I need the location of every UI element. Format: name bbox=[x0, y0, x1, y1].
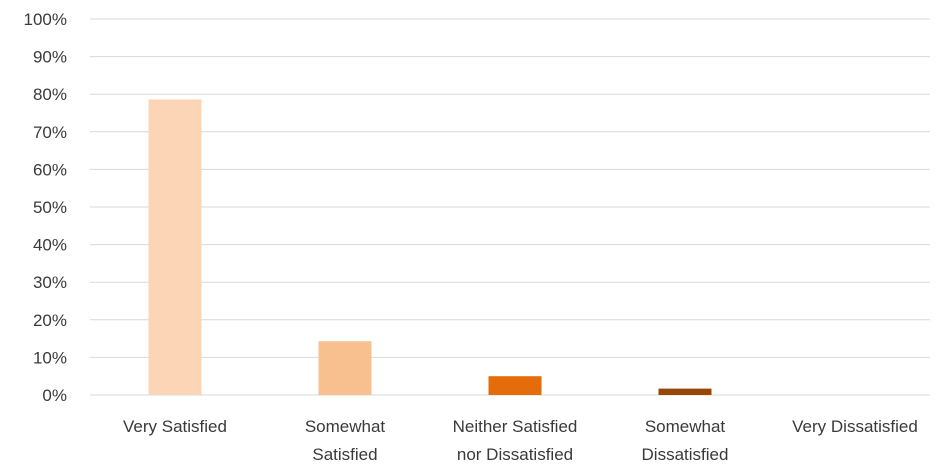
x-tick-label: Somewhat bbox=[305, 417, 386, 436]
bar bbox=[148, 99, 202, 396]
bar bbox=[318, 341, 372, 395]
x-tick-label: Very Satisfied bbox=[123, 417, 227, 436]
y-tick-label: 30% bbox=[33, 273, 67, 292]
y-tick-label: 80% bbox=[33, 85, 67, 104]
x-tick-label: Dissatisfied bbox=[642, 445, 729, 463]
bar bbox=[488, 376, 542, 395]
bar bbox=[658, 388, 712, 395]
x-tick-label: nor Dissatisfied bbox=[457, 445, 573, 463]
y-tick-label: 10% bbox=[33, 348, 67, 367]
y-tick-label: 60% bbox=[33, 160, 67, 179]
y-tick-label: 70% bbox=[33, 123, 67, 142]
y-tick-label: 100% bbox=[24, 10, 67, 29]
y-tick-label: 0% bbox=[42, 386, 67, 405]
y-tick-label: 90% bbox=[33, 48, 67, 67]
y-tick-label: 20% bbox=[33, 311, 67, 330]
y-tick-label: 40% bbox=[33, 236, 67, 255]
x-tick-label: Neither Satisfied bbox=[453, 417, 578, 436]
x-tick-label: Very Dissatisfied bbox=[792, 417, 918, 436]
y-tick-label: 50% bbox=[33, 198, 67, 217]
x-tick-label: Satisfied bbox=[312, 445, 377, 463]
x-tick-label: Somewhat bbox=[645, 417, 726, 436]
